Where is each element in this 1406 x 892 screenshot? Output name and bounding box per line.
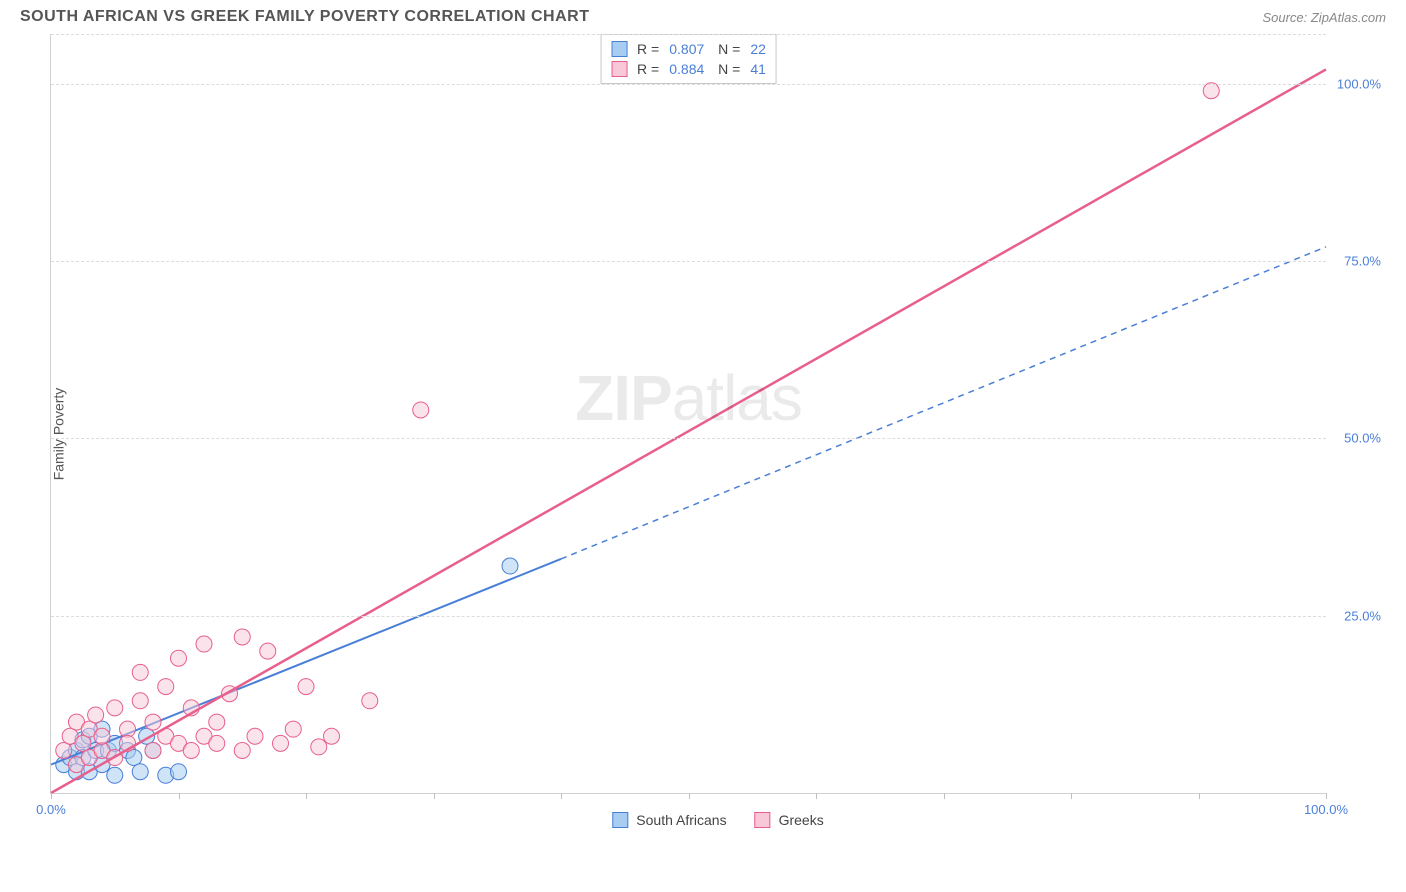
scatter-point [88,707,104,723]
scatter-point [234,629,250,645]
scatter-point [126,750,142,766]
x-tick [1071,793,1072,799]
x-tick [944,793,945,799]
x-tick [561,793,562,799]
stats-row-greek: R = 0.884 N = 41 [611,59,766,79]
scatter-point [107,700,123,716]
source-label: Source: [1262,10,1310,25]
stats-row-sa: R = 0.807 N = 22 [611,39,766,59]
scatter-point [209,735,225,751]
gridline [51,261,1326,262]
plot-svg [51,34,1326,793]
x-tick [306,793,307,799]
scatter-point [234,742,250,758]
stats-legend: R = 0.807 N = 22 R = 0.884 N = 41 [600,34,777,84]
scatter-point [273,735,289,751]
scatter-point [247,728,263,744]
scatter-point [171,764,187,780]
legend-label-greek: Greeks [779,812,824,828]
trend-line-extrapolated [561,247,1326,559]
trend-line [51,69,1326,793]
gridline [51,34,1326,35]
scatter-point [145,714,161,730]
chart-title: SOUTH AFRICAN VS GREEK FAMILY POVERTY CO… [20,8,589,26]
scatter-point [260,643,276,659]
x-tick [51,793,52,799]
x-tick [689,793,690,799]
scatter-point [1203,83,1219,99]
swatch-greeks [611,61,627,77]
scatter-point [132,764,148,780]
x-tick [434,793,435,799]
scatter-point [171,650,187,666]
scatter-point [362,693,378,709]
x-tick [179,793,180,799]
x-tick [1326,793,1327,799]
y-tick-label: 100.0% [1337,76,1381,91]
n-label: N = [714,61,740,77]
scatter-point [94,728,110,744]
legend-label-sa: South Africans [636,812,726,828]
y-tick-label: 25.0% [1344,608,1381,623]
n-label: N = [714,41,740,57]
scatter-point [120,721,136,737]
scatter-point [298,679,314,695]
source-name: ZipAtlas.com [1311,10,1386,25]
legend-swatch-sa [612,812,628,828]
scatter-point [158,679,174,695]
x-tick [816,793,817,799]
legend-item-greek: Greeks [755,812,824,828]
n-value-sa: 22 [750,41,766,57]
r-label: R = [637,61,659,77]
x-tick-label: 100.0% [1304,802,1348,817]
scatter-point [196,636,212,652]
scatter-point [145,742,161,758]
r-value-greek: 0.884 [669,61,704,77]
scatter-point [324,728,340,744]
scatter-point [56,742,72,758]
r-value-sa: 0.807 [669,41,704,57]
scatter-point [183,742,199,758]
legend-swatch-greek [755,812,771,828]
scatter-point [132,664,148,680]
n-value-greek: 41 [750,61,766,77]
source-attribution: Source: ZipAtlas.com [1262,10,1386,25]
r-label: R = [637,41,659,57]
y-tick-label: 50.0% [1344,431,1381,446]
gridline [51,438,1326,439]
gridline [51,84,1326,85]
x-tick [1199,793,1200,799]
swatch-south-africans [611,41,627,57]
gridline [51,616,1326,617]
plot-region: ZIPatlas R = 0.807 N = 22 R = 0.884 N = … [50,34,1326,794]
scatter-point [107,767,123,783]
scatter-point [132,693,148,709]
x-tick-label: 0.0% [36,802,66,817]
chart-header: SOUTH AFRICAN VS GREEK FAMILY POVERTY CO… [0,0,1406,34]
series-legend: South Africans Greeks [612,812,823,828]
scatter-point [413,402,429,418]
scatter-point [285,721,301,737]
scatter-point [209,714,225,730]
scatter-point [75,735,91,751]
y-tick-label: 75.0% [1344,253,1381,268]
chart-area: Family Poverty ZIPatlas R = 0.807 N = 22… [50,34,1386,834]
scatter-point [311,739,327,755]
scatter-point [502,558,518,574]
legend-item-sa: South Africans [612,812,726,828]
